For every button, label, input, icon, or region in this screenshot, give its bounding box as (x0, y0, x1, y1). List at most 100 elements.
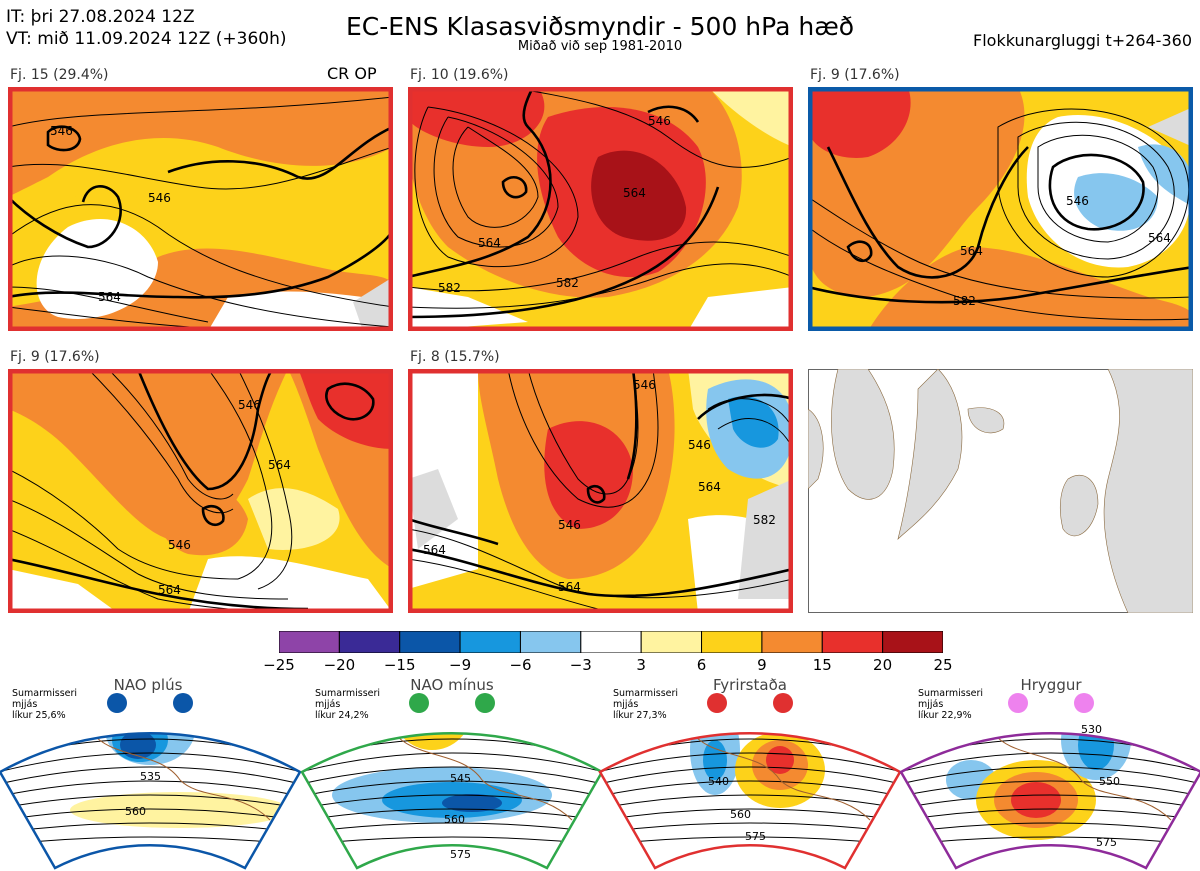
colorbar-tick-label: 20 (873, 656, 893, 674)
regime-map (302, 733, 602, 868)
height-contour (901, 752, 1200, 775)
regime-title-nao-minus: NAO mínus (410, 676, 494, 694)
regime-contour-label: 530 (1081, 723, 1102, 736)
colorbar-tick-label: 6 (696, 656, 707, 674)
height-contour (600, 752, 900, 775)
cluster-map-5: 546 546 546 564 564 582 564 (408, 369, 793, 613)
coastline (89, 733, 271, 821)
height-contour (0, 752, 300, 775)
height-contour (901, 808, 1200, 823)
colorbar-tick-label: 9 (757, 656, 767, 674)
regime-frame (899, 732, 1200, 870)
height-contour (302, 766, 602, 787)
regime-months: mjjás (918, 699, 944, 710)
height-contour (0, 794, 300, 811)
regime-season: Sumarmisseri (315, 688, 381, 699)
cluster-label-2: Fj. 10 (19.6%) (410, 67, 509, 83)
anomaly-blob (1011, 782, 1061, 818)
contour-564-a: 564 (98, 290, 121, 304)
regime-months: mjjás (12, 699, 38, 710)
height-contour (901, 766, 1200, 787)
colorbar-tick-label: 15 (812, 656, 832, 674)
regime-contour-label: 575 (1096, 836, 1117, 849)
regime-marker (107, 693, 127, 713)
colorbar-tick-label: 3 (636, 656, 646, 674)
contour-564-g: 564 (158, 583, 181, 597)
regime-contour-label: 550 (1099, 775, 1120, 788)
colorbar-tick-label: 25 (933, 656, 953, 674)
regime-marker (409, 693, 429, 713)
colorbar-swatch (459, 631, 521, 653)
regime-map (901, 733, 1200, 868)
height-contour (600, 808, 900, 823)
contour-564-f: 564 (268, 458, 291, 472)
height-contour (901, 780, 1200, 799)
colorbar-swatch (279, 631, 340, 653)
regime-contour-label: 575 (745, 830, 766, 843)
cluster-map-2: 546 564 564 582 582 (408, 87, 793, 331)
regime-title-ridge: Hryggur (1020, 676, 1082, 694)
regime-probability: líkur 22,9% (918, 710, 972, 721)
contour-582-d: 582 (753, 513, 776, 527)
contour-582-a: 582 (556, 276, 579, 290)
cluster-label-3: Fj. 9 (17.6%) (810, 67, 900, 83)
regime-contour-label: 560 (125, 805, 146, 818)
colorbar-tick-label: −20 (323, 656, 356, 674)
regime-contour-label: 540 (708, 775, 729, 788)
colorbar-swatch (399, 631, 461, 653)
height-contour (0, 766, 300, 787)
contour-564-c: 564 (478, 236, 501, 250)
regime-probability: líkur 27,3% (613, 710, 667, 721)
contour-546-g: 546 (633, 378, 656, 392)
regime-note-3: Sumarmisseri mjjás líkur 27,3% (613, 688, 678, 721)
regime-map (0, 733, 300, 868)
cluster-crop-op: CR OP (327, 64, 377, 83)
height-contour (901, 794, 1200, 811)
contour-564-b: 564 (623, 186, 646, 200)
colorbar-tick-label: −9 (449, 656, 472, 674)
contour-564-h: 564 (698, 480, 721, 494)
regime-contour-label: 535 (140, 770, 161, 783)
regime-season: Sumarmisseri (613, 688, 679, 699)
colorbar-swatch (580, 631, 642, 653)
contour-582-c: 582 (953, 294, 976, 308)
regime-months: mjjás (613, 699, 639, 710)
regime-months: mjjás (315, 699, 341, 710)
classification-window: Flokkunargluggi t+264-360 (973, 31, 1192, 50)
height-contour (0, 808, 300, 823)
base-map (808, 369, 1193, 613)
contour-546-d: 546 (1066, 194, 1089, 208)
regime-marker (1008, 693, 1028, 713)
colorbar-tick-label: −6 (509, 656, 532, 674)
colorbar-tick-label: −15 (383, 656, 416, 674)
regime-contour-label: 560 (444, 813, 465, 826)
cluster-label-4: Fj. 9 (17.6%) (10, 349, 100, 365)
init-time: IT: þri 27.08.2024 12Z (6, 7, 195, 27)
regime-marker (1074, 693, 1094, 713)
colorbar-swatch (338, 631, 401, 653)
colorbar-tick-label: −25 (263, 656, 295, 674)
regime-contour-label: 575 (450, 848, 471, 861)
regime-title-blocking: Fyrirstaða (713, 676, 787, 694)
coastline (391, 733, 573, 821)
coastline (689, 733, 871, 821)
colorbar-swatch (761, 631, 823, 653)
anomaly-blob (1078, 733, 1114, 770)
height-contour (0, 780, 300, 799)
contour-564-e: 564 (1148, 231, 1171, 245)
anomaly-blob (70, 792, 290, 828)
regime-probability: líkur 24,2% (315, 710, 369, 721)
height-contour (302, 780, 602, 799)
height-contour (302, 794, 602, 811)
contour-546-a: 546 (50, 124, 73, 138)
contour-546-b: 546 (148, 191, 171, 205)
regime-maps: 535 560 545 560 575 540 560 575 530 550 575 (0, 693, 1200, 870)
height-contour (302, 752, 602, 775)
colorbar-swatch (519, 631, 582, 653)
contour-564-i: 564 (558, 580, 581, 594)
anomaly-blob (703, 740, 727, 780)
regime-note-1: Sumarmisseri mjjás líkur 25,6% (12, 688, 77, 721)
chart-subtitle: Miðað við sep 1981-2010 (517, 39, 683, 54)
chart-title: EC-ENS Klasasviðsmyndir - 500 hPa hæð (345, 12, 855, 41)
regime-probability: líkur 25,6% (12, 710, 66, 721)
